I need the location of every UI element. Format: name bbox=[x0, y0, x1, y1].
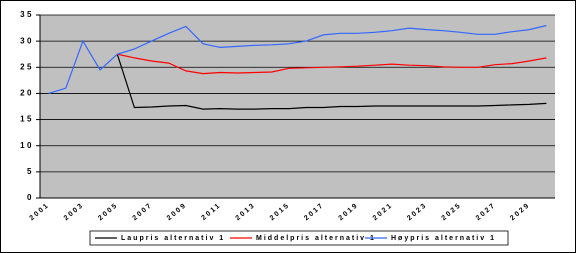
y-tick-label: 5 bbox=[27, 167, 34, 176]
series-line bbox=[48, 24, 547, 94]
legend-label: Høypris alternativ 1 bbox=[391, 235, 496, 242]
series-line bbox=[116, 54, 547, 110]
y-tick-label: 15 bbox=[20, 115, 34, 124]
y-tick-label: 20 bbox=[20, 89, 34, 98]
legend: Laupris alternativ 1 Middelpris alternati… bbox=[89, 230, 509, 246]
y-tick-label: 25 bbox=[20, 62, 34, 71]
y-tick-label: 10 bbox=[20, 141, 34, 150]
y-tick-label: 0 bbox=[27, 193, 34, 202]
series-line bbox=[117, 53, 547, 75]
legend-label: Middelpris alternativ 1 bbox=[256, 235, 376, 242]
y-tick-label: 35 bbox=[20, 10, 34, 19]
legend-box bbox=[89, 230, 509, 246]
y-tick-label: 30 bbox=[20, 36, 34, 45]
legend-label: Laupris alternativ 1 bbox=[121, 235, 225, 242]
